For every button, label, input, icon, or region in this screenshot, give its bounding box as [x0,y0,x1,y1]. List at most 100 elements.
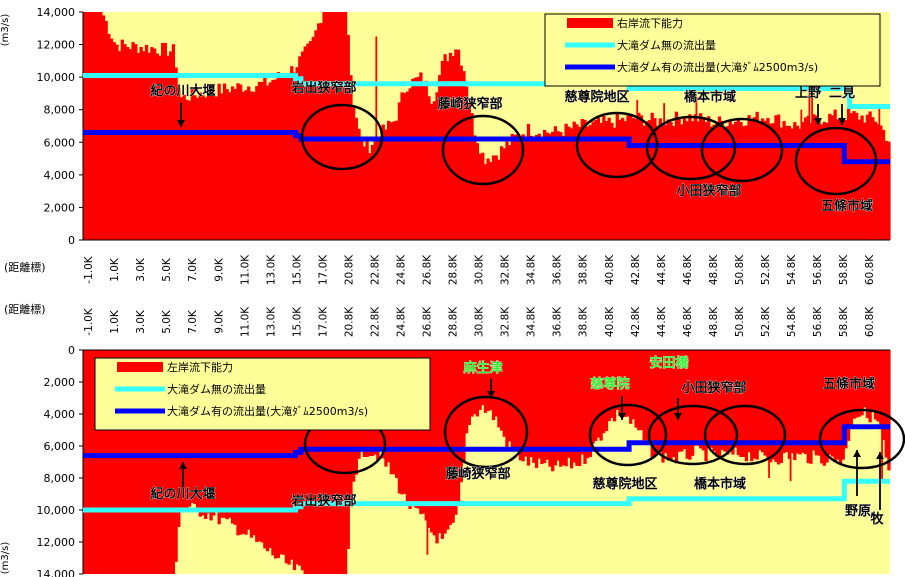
annotation-label: 慈尊院 [590,376,629,392]
capacity-bar [639,350,644,431]
capacity-bar [91,12,95,240]
capacity-bar [456,49,461,240]
capacity-bar [486,350,490,412]
capacity-bar [690,350,695,456]
capacity-bar [607,117,611,240]
x-tick-label: 20.8K [343,254,355,285]
capacity-bar [650,350,654,459]
capacity-bar [551,350,555,472]
capacity-bar [577,126,582,240]
capacity-bar [540,137,544,240]
annotation-label: 藤崎狭窄部 [445,466,510,482]
capacity-bar [209,350,213,521]
capacity-bar [381,124,385,240]
capacity-bar [524,350,528,457]
capacity-bar [742,350,746,458]
capacity-bar [811,350,816,451]
capacity-bar [653,350,657,457]
capacity-bar [744,125,749,240]
capacity-bar [623,350,627,417]
x-tick-label: 46.8K [682,254,694,285]
capacity-bar [669,122,673,240]
capacity-bar [117,51,122,240]
x-tick-label: 22.8K [369,306,381,337]
capacity-bar [529,350,533,458]
capacity-bar [518,137,523,240]
capacity-bar [768,350,773,463]
capacity-bar [271,350,275,556]
capacity-bar [99,350,103,574]
capacity-bar [142,51,146,240]
x-tick-label: 17.0K [317,254,329,285]
capacity-bar [790,128,794,240]
capacity-bar [508,350,512,442]
capacity-bar [771,350,775,460]
capacity-bar [225,89,229,240]
capacity-bar [777,114,781,240]
capacity-bar [677,350,681,452]
capacity-bar [252,91,256,240]
capacity-bar [806,115,810,240]
capacity-bar [572,121,576,240]
capacity-bar [532,136,536,240]
capacity-bar [190,88,194,240]
capacity-bar [198,92,202,240]
x-tick-label: 42.8K [630,306,642,337]
capacity-bar [255,86,259,240]
y-axis-label: (m3/s) [0,14,11,47]
capacity-bar [327,350,332,574]
capacity-bar [454,350,458,515]
x-tick-label: 40.8K [604,306,616,337]
capacity-bar [187,100,192,240]
y-tick-label: 14,000 [37,6,76,19]
capacity-bar [244,90,248,240]
capacity-bar [564,350,568,467]
capacity-bar [265,85,270,240]
capacity-bar [112,42,116,240]
capacity-bar [352,105,356,240]
capacity-bar [408,88,412,240]
capacity-bar [779,350,783,464]
capacity-bar [338,350,342,574]
capacity-bar [424,350,428,521]
capacity-bar [481,350,485,406]
x-tick-labels: -1.0K 1.0K 3.0K 5.0K 7.0K 9.0K 11.0K 13.0K 15.0K… [83,254,876,285]
capacity-bar [314,30,318,240]
capacity-bar [403,93,407,241]
capacity-bar [822,350,827,466]
capacity-bar [107,350,111,574]
annotation-arrow-head [177,120,185,127]
capacity-spike [614,350,617,408]
capacity-bar [575,350,579,466]
y-axis-label: (m3/s) [0,542,11,575]
capacity-bar [575,124,579,240]
capacity-bar [333,12,337,240]
x-tick-label: 56.8K [812,254,824,285]
capacity-bar [497,159,501,240]
capacity-bar [873,121,878,240]
x-tick-label: 50.8K [734,254,746,285]
x-tick-label: 52.8K [760,306,772,337]
capacity-bar [88,12,92,240]
capacity-bar [475,143,480,240]
capacity-bar [699,113,703,240]
capacity-bar [680,124,684,240]
legend-swatch-capacity [567,18,613,28]
capacity-bar [688,114,692,240]
y-tick-label: 10,000 [37,504,76,517]
capacity-bar [499,146,504,240]
capacity-bar [583,119,587,240]
capacity-bar [733,350,738,448]
x-tick-label: 26.8K [422,306,434,337]
capacity-bar [758,350,762,451]
capacity-bar [134,350,138,574]
capacity-bar [499,350,504,431]
capacity-bar [814,350,818,456]
capacity-bar [206,350,211,514]
capacity-bar [548,133,552,240]
capacity-bar [725,350,730,455]
capacity-bar [263,350,267,549]
capacity-bar [604,120,609,240]
capacity-bar [801,350,805,453]
